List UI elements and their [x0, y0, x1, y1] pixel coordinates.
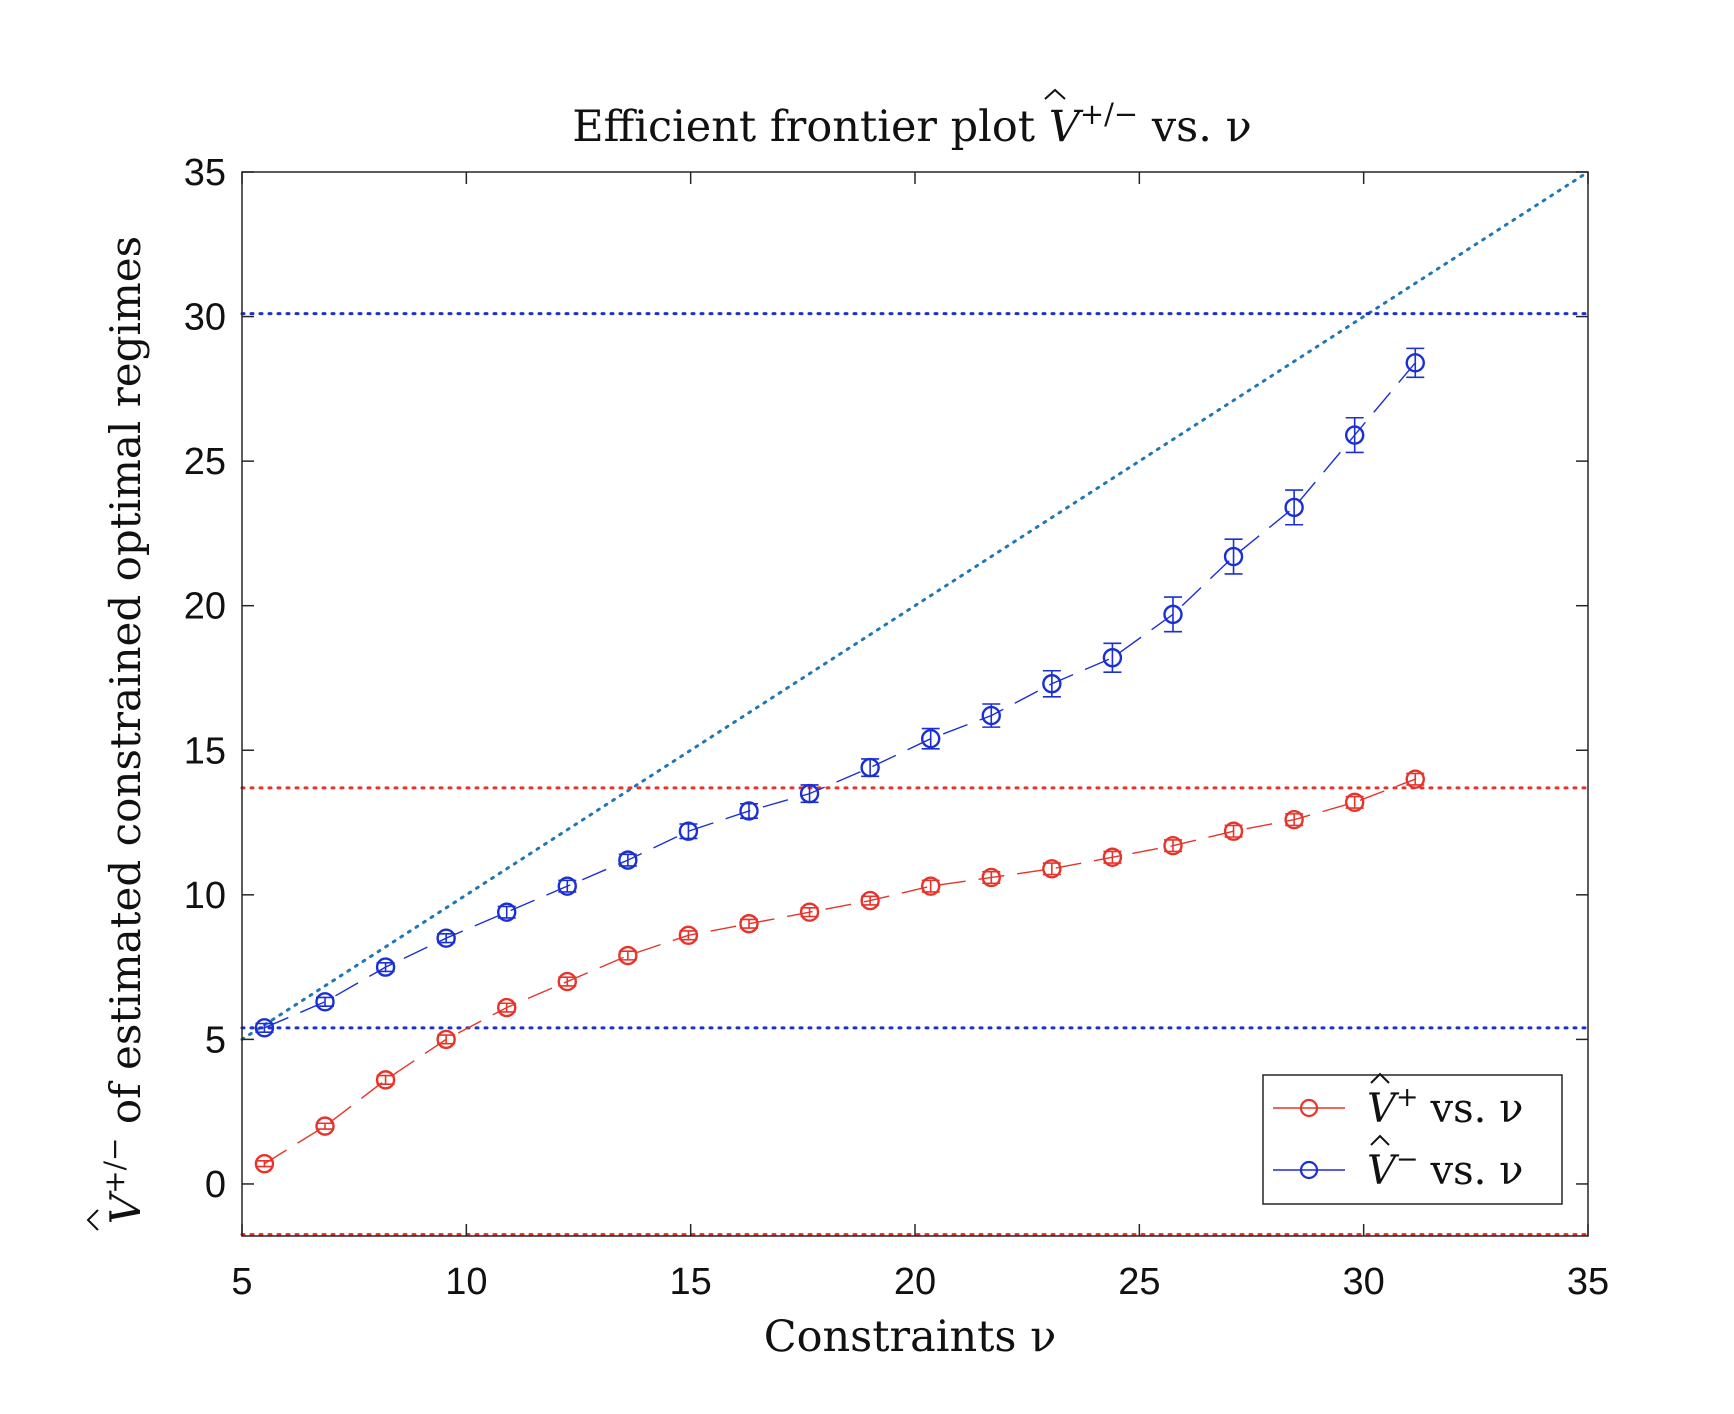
series-1-point [557, 876, 577, 896]
series-1-point [1042, 674, 1062, 694]
y-tick-label: 0 [205, 1164, 226, 1206]
series-1-line [264, 362, 1416, 1029]
legend-label-vplus: V+ vs. ν [1367, 1082, 1523, 1132]
chart-title-superscript: +/− [1080, 97, 1138, 131]
series-1-point [860, 757, 880, 778]
x-tick-label: 30 [1343, 1261, 1385, 1303]
chart-title-symbol: V [1049, 102, 1084, 152]
chart-title: Efficient frontier plot V+/− vs. ν [572, 97, 1251, 152]
y-axis-label-symbol: V [101, 1190, 150, 1224]
series-0-point [921, 876, 941, 896]
series-0-point [981, 867, 1001, 888]
axis-ticks: 5 10 15 20 25 30 35 0 5 10 15 20 25 30 35 [184, 152, 1609, 1303]
series-1-point [1405, 353, 1425, 373]
legend-box [1262, 1074, 1563, 1205]
series-1-point [618, 850, 638, 870]
y-tick-label: 25 [184, 441, 226, 483]
series-0-point [860, 890, 880, 911]
x-tick-label: 15 [670, 1261, 712, 1303]
series-1-point [1223, 546, 1244, 567]
series-1-point [921, 728, 941, 749]
series-0-point [1042, 859, 1062, 879]
legend-vplus-symbol: V [1367, 1086, 1400, 1132]
series-0-point [1284, 809, 1304, 830]
legend-vminus-superscript: − [1396, 1144, 1419, 1175]
title-hat [1044, 88, 1066, 100]
series-1-point [497, 902, 517, 922]
series-0-point [739, 914, 759, 934]
legend-vplus-hat [1370, 1072, 1390, 1084]
chart-title-suffix: vs. ν [1138, 102, 1252, 152]
series-0-point [1102, 847, 1123, 867]
legend: V+ vs. ν V− vs. ν [1262, 1072, 1563, 1205]
series-1-point [375, 957, 396, 977]
y-axis-label: V+/− of estimated constrained optimal re… [98, 236, 150, 1224]
series-0-point [375, 1070, 396, 1090]
series-1-point [1284, 497, 1304, 518]
series-1-point [678, 821, 699, 841]
series-1-point [436, 928, 456, 948]
y-tick-label: 10 [184, 875, 226, 917]
x-tick-label: 35 [1567, 1261, 1609, 1303]
x-tick-label: 25 [1118, 1261, 1160, 1303]
series-1-point [254, 1018, 275, 1038]
series-0-point [254, 1154, 275, 1174]
series-1-point [739, 801, 759, 821]
x-axis-label: Constraints ν [764, 1312, 1057, 1362]
x-tick-label: 10 [445, 1261, 487, 1303]
diagonal-reference-line [240, 170, 1590, 1041]
series-0-point [557, 971, 577, 992]
y-tick-label: 15 [184, 730, 226, 772]
series-1-point [1102, 648, 1123, 668]
legend-vminus-hat [1370, 1134, 1390, 1146]
series-1-point [1163, 604, 1183, 625]
series-0-point [497, 997, 517, 1018]
x-tick-label: 5 [231, 1261, 252, 1303]
chart-title-prefix: Efficient frontier plot [572, 102, 1049, 152]
series-0-point [1223, 821, 1244, 841]
y-tick-label: 30 [184, 297, 226, 339]
series-1-point [981, 705, 1001, 726]
legend-vplus-name: vs. ν [1430, 1086, 1524, 1132]
legend-vminus-name: vs. ν [1430, 1148, 1524, 1194]
series-0-point [1344, 792, 1365, 813]
series-0-point [678, 925, 699, 946]
series-0-point [1163, 835, 1183, 856]
series-0-line [264, 778, 1416, 1165]
legend-vminus-symbol: V [1367, 1148, 1400, 1194]
y-tick-label: 35 [184, 152, 226, 194]
y-tick-label: 20 [184, 586, 226, 628]
y-axis-label-rest: of estimated constrained optimal regimes [101, 236, 150, 1138]
y-tick-label: 5 [205, 1019, 226, 1061]
y-axis-label-superscript: +/− [98, 1137, 131, 1193]
legend-marker-vplus [1299, 1098, 1319, 1118]
ylabel-hat [86, 1209, 99, 1231]
x-tick-label: 20 [894, 1261, 936, 1303]
series-0-point [436, 1029, 456, 1050]
legend-marker-vminus [1299, 1160, 1319, 1180]
series-0-point [799, 902, 820, 922]
series-0-point [618, 945, 638, 966]
data-series [254, 347, 1425, 1174]
series-0-point [315, 1116, 335, 1136]
series-1-point [1344, 425, 1365, 445]
legend-label-vminus: V− vs. ν [1367, 1144, 1523, 1194]
legend-vplus-superscript: + [1396, 1082, 1419, 1113]
series-1-point [799, 783, 820, 804]
series-1-point [315, 992, 335, 1012]
series-0-point [1405, 769, 1425, 789]
